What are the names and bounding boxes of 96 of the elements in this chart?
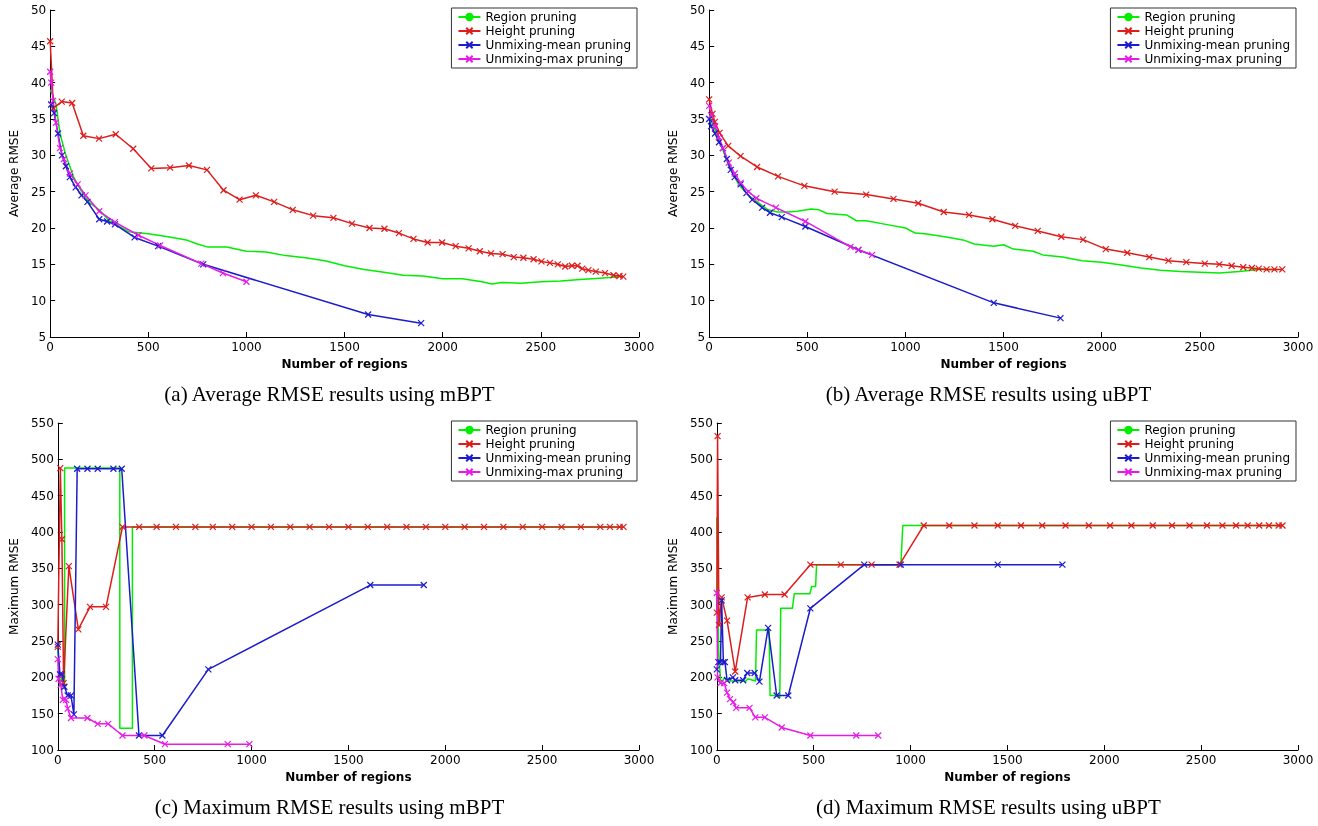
legend-label: Unmixing-mean pruning xyxy=(1144,38,1291,52)
y-tick-label: 350 xyxy=(30,561,54,576)
x-tick-label: 3000 xyxy=(623,340,655,354)
x-tick-label: 3000 xyxy=(1282,753,1314,767)
y-tick-label: 10 xyxy=(689,293,706,308)
y-tick-label: 100 xyxy=(30,743,54,757)
y-tick-label: 100 xyxy=(689,743,713,757)
y-tick-label: 35 xyxy=(30,112,47,126)
x-tick-label: 1500 xyxy=(988,340,1019,354)
x-tick-label: 2000 xyxy=(427,340,458,354)
text: (b) Average RMSE results using uBPT xyxy=(825,381,1152,406)
y-tick-label: 550 xyxy=(30,416,54,430)
y-tick-label: 500 xyxy=(689,452,713,467)
x-tick-label: 500 xyxy=(136,340,160,354)
legend-label: Unmixing-max pruning xyxy=(485,52,624,66)
x-axis-title: Number of regions xyxy=(281,356,408,371)
y-tick-label: 450 xyxy=(689,488,713,503)
y-tick-label: 5 xyxy=(697,330,706,344)
y-tick-label: 10 xyxy=(30,293,47,308)
y-tick-label: 50 xyxy=(689,3,706,17)
y-tick-label: 35 xyxy=(689,112,706,126)
y-tick-label: 45 xyxy=(689,39,706,54)
x-axis-title: Number of regions xyxy=(285,769,412,784)
legend-label: Region pruning xyxy=(485,423,577,437)
y-tick-label: 40 xyxy=(30,75,47,90)
x-tick-label: 1000 xyxy=(231,340,262,354)
y-axis-title: Average RMSE xyxy=(7,130,21,217)
text: (d) Maximum RMSE results using uBPT xyxy=(816,794,1162,819)
y-tick-label: 30 xyxy=(30,148,47,163)
x-tick-label: 2000 xyxy=(1088,753,1120,767)
y-tick-label: 550 xyxy=(689,416,713,430)
y-tick-label: 400 xyxy=(689,525,713,539)
x-axis-title: Number of regions xyxy=(940,356,1067,371)
legend-label: Unmixing-max pruning xyxy=(1144,465,1283,479)
y-tick-label: 40 xyxy=(689,75,706,90)
x-tick-label: 2000 xyxy=(429,753,461,767)
y-tick-label: 20 xyxy=(30,221,47,235)
legend-label: Height pruning xyxy=(1144,437,1235,451)
x-tick-label: 2500 xyxy=(1185,753,1217,767)
y-tick-label: 350 xyxy=(689,561,713,576)
text: (a) Average RMSE results using mBPT xyxy=(164,381,495,406)
y-tick-label: 150 xyxy=(689,706,713,721)
y-tick-label: 200 xyxy=(30,670,54,685)
x-tick-label: 0 xyxy=(46,340,54,354)
y-tick-label: 25 xyxy=(689,184,706,199)
text: (c) Maximum RMSE results using mBPT xyxy=(154,794,505,819)
x-tick-label: 0 xyxy=(712,753,721,767)
x-axis-title: Number of regions xyxy=(944,769,1071,784)
y-tick-label: 30 xyxy=(689,148,706,163)
x-tick-label: 1000 xyxy=(236,753,267,767)
legend-label: Unmixing-mean pruning xyxy=(485,451,632,465)
legend-label: Unmixing-max pruning xyxy=(1144,52,1283,66)
x-tick-label: 1500 xyxy=(329,340,360,354)
x-tick-label: 500 xyxy=(802,753,826,767)
legend-label: Unmixing-mean pruning xyxy=(485,38,632,52)
legend-label: Height pruning xyxy=(485,24,576,38)
y-tick-label: 400 xyxy=(30,525,54,539)
x-tick-label: 3000 xyxy=(1282,340,1314,354)
x-tick-label: 0 xyxy=(53,753,62,767)
y-tick-label: 5 xyxy=(38,330,47,344)
y-axis-title: Maximum RMSE xyxy=(666,538,680,635)
x-tick-label: 3000 xyxy=(623,753,655,767)
y-tick-label: 450 xyxy=(30,488,54,503)
x-tick-label: 2000 xyxy=(1086,340,1117,354)
legend-label: Unmixing-max pruning xyxy=(485,465,624,479)
legend-label: Height pruning xyxy=(1144,24,1235,38)
y-axis-title: Maximum RMSE xyxy=(7,538,21,635)
y-tick-label: 200 xyxy=(689,670,713,685)
y-axis-title: Average RMSE xyxy=(666,130,680,217)
y-tick-label: 25 xyxy=(30,184,47,199)
y-tick-label: 45 xyxy=(30,39,47,54)
y-tick-label: 300 xyxy=(689,597,713,612)
legend-label: Unmixing-mean pruning xyxy=(1144,451,1291,465)
x-tick-label: 0 xyxy=(705,340,713,354)
x-tick-label: 2500 xyxy=(526,753,558,767)
x-tick-label: 500 xyxy=(143,753,167,767)
y-tick-label: 20 xyxy=(689,221,706,235)
legend-label: Region pruning xyxy=(1144,10,1236,24)
y-tick-label: 50 xyxy=(30,3,47,17)
x-tick-label: 1500 xyxy=(992,753,1023,767)
y-tick-label: 300 xyxy=(30,597,54,612)
x-tick-label: 2500 xyxy=(525,340,557,354)
y-tick-label: 15 xyxy=(30,257,47,272)
x-tick-label: 500 xyxy=(795,340,819,354)
y-tick-label: 250 xyxy=(689,634,713,648)
legend-label: Region pruning xyxy=(1144,423,1236,437)
x-tick-label: 1000 xyxy=(890,340,921,354)
x-tick-label: 1000 xyxy=(895,753,926,767)
y-tick-label: 500 xyxy=(30,452,54,467)
legend-label: Height pruning xyxy=(485,437,576,451)
y-tick-label: 15 xyxy=(689,257,706,272)
legend-label: Region pruning xyxy=(485,10,577,24)
y-tick-label: 150 xyxy=(30,706,54,721)
x-tick-label: 2500 xyxy=(1184,340,1216,354)
y-tick-label: 250 xyxy=(30,634,54,648)
x-tick-label: 1500 xyxy=(333,753,364,767)
